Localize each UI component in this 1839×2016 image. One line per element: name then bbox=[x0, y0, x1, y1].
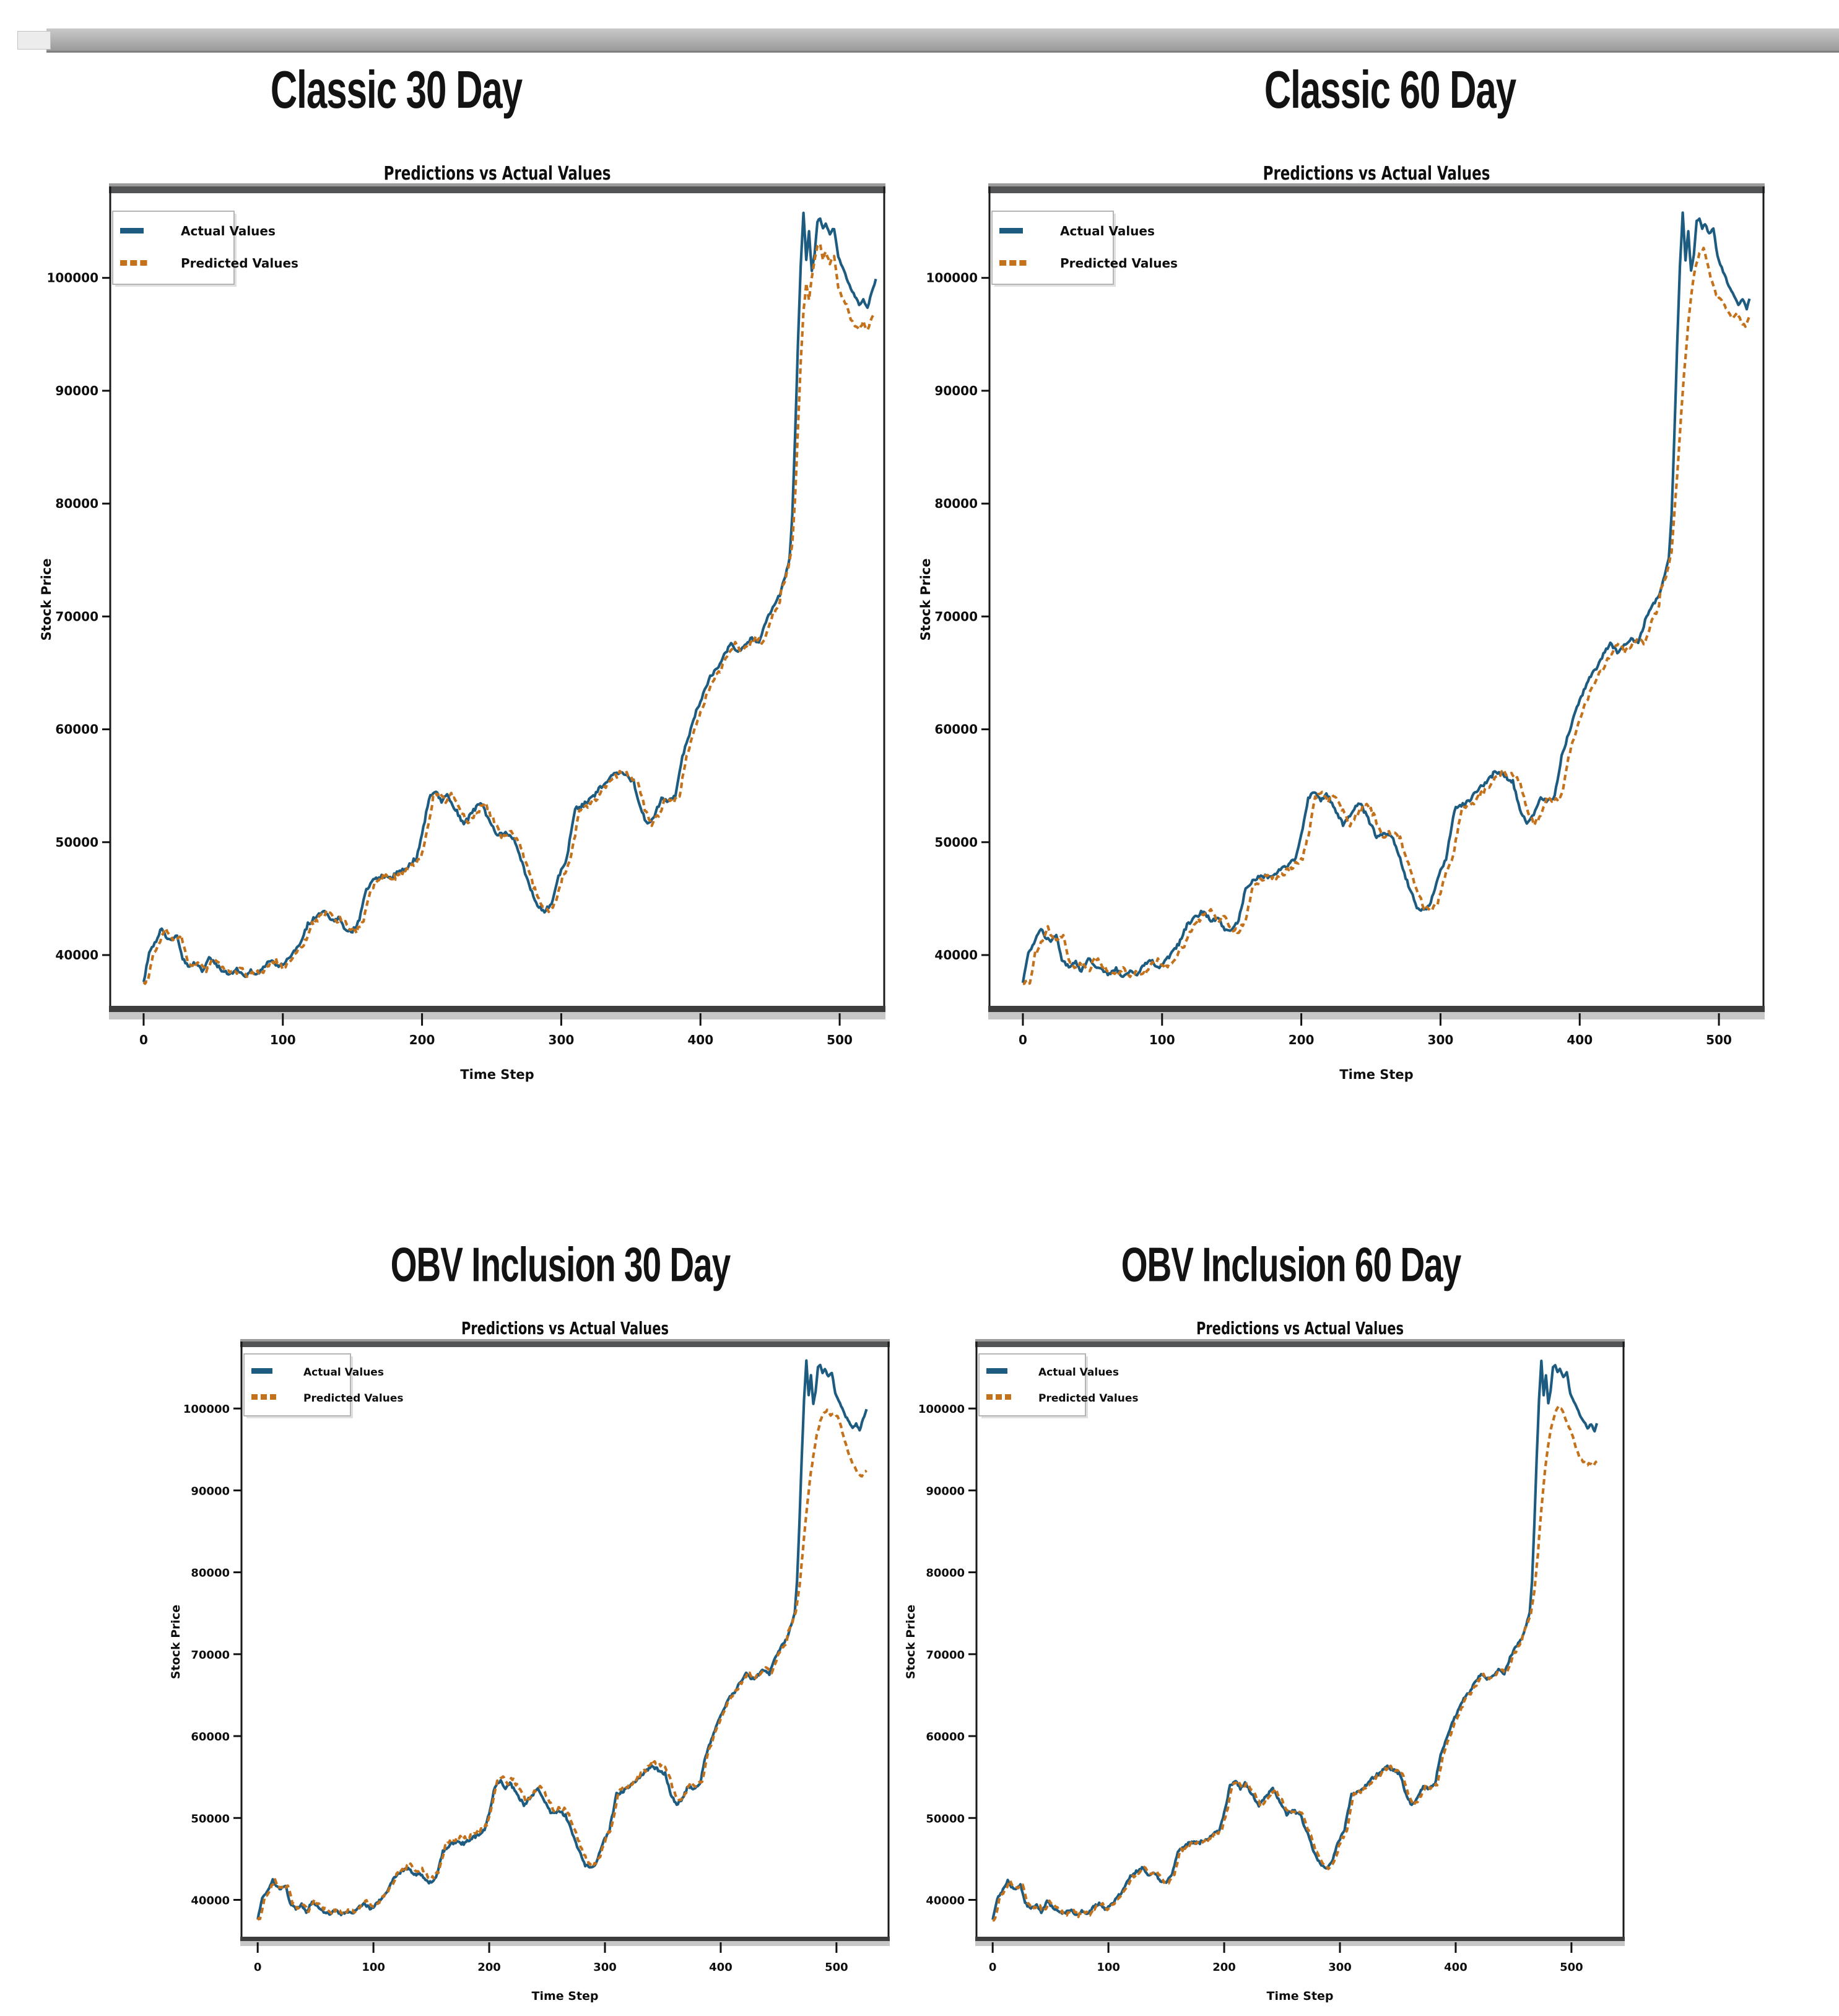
svg-text:500: 500 bbox=[827, 1032, 853, 1047]
y-axis-label: Stock Price bbox=[904, 1605, 918, 1679]
y-axis-label: Stock Price bbox=[169, 1605, 183, 1679]
svg-text:40000: 40000 bbox=[191, 1895, 230, 1908]
svg-text:0: 0 bbox=[989, 1961, 997, 1974]
svg-text:300: 300 bbox=[1328, 1961, 1352, 1974]
legend: Actual Values Predicted Values bbox=[112, 211, 298, 287]
svg-text:80000: 80000 bbox=[55, 496, 98, 511]
x-axis-label: Time Step bbox=[460, 1067, 534, 1082]
svg-text:0: 0 bbox=[254, 1961, 262, 1974]
axes: 40000 50000 60000 70000 80000 90000 100000 0 100… bbox=[183, 1339, 890, 1974]
legend-label-actual: Actual Values bbox=[181, 224, 276, 238]
svg-text:80000: 80000 bbox=[934, 496, 978, 511]
svg-text:50000: 50000 bbox=[926, 1812, 965, 1825]
svg-text:100000: 100000 bbox=[926, 271, 978, 286]
figure-obv-inclusion-30-day: Predictions vs Actual Values 40000 50000 60… bbox=[169, 1318, 890, 2003]
legend: Actual Values Predicted Values bbox=[991, 211, 1178, 287]
x-axis-label: Time Step bbox=[531, 1989, 598, 2003]
horizontal-scrollbar[interactable] bbox=[46, 28, 1839, 53]
svg-text:50000: 50000 bbox=[55, 835, 98, 850]
legend-label-actual: Actual Values bbox=[1038, 1366, 1119, 1379]
svg-text:90000: 90000 bbox=[191, 1485, 230, 1498]
chart-title-classic-30: Classic 30 Day bbox=[270, 60, 523, 120]
figure-obv-inclusion-60-day: Predictions vs Actual Values 40000 50000 60… bbox=[904, 1318, 1625, 2003]
svg-text:200: 200 bbox=[409, 1032, 435, 1047]
svg-text:200: 200 bbox=[1289, 1032, 1315, 1047]
svg-text:500: 500 bbox=[1560, 1961, 1583, 1974]
svg-text:100: 100 bbox=[1097, 1961, 1120, 1974]
actual-values-line bbox=[1021, 211, 1751, 984]
figure-subtitle: Predictions vs Actual Values bbox=[384, 163, 611, 185]
svg-text:300: 300 bbox=[1428, 1032, 1454, 1047]
svg-text:40000: 40000 bbox=[55, 948, 98, 962]
svg-text:80000: 80000 bbox=[191, 1567, 230, 1580]
chart-title-obv-60: OBV Inclusion 60 Day bbox=[1121, 1237, 1462, 1292]
svg-text:40000: 40000 bbox=[934, 948, 978, 962]
chart-title-classic-60: Classic 60 Day bbox=[1264, 60, 1516, 120]
y-axis-label: Stock Price bbox=[918, 559, 933, 641]
chart-title-obv-30: OBV Inclusion 30 Day bbox=[390, 1237, 731, 1292]
predicted-values-line bbox=[142, 242, 877, 985]
svg-text:90000: 90000 bbox=[926, 1485, 965, 1498]
svg-text:400: 400 bbox=[709, 1961, 733, 1974]
svg-text:70000: 70000 bbox=[926, 1649, 965, 1662]
svg-text:100: 100 bbox=[362, 1961, 385, 1974]
svg-text:0: 0 bbox=[139, 1032, 148, 1047]
x-axis-label: Time Step bbox=[1266, 1989, 1333, 2003]
svg-text:100000: 100000 bbox=[183, 1403, 230, 1416]
y-axis-label: Stock Price bbox=[39, 559, 54, 641]
svg-text:40000: 40000 bbox=[926, 1895, 965, 1908]
legend: Actual Values Predicted Values bbox=[243, 1353, 403, 1418]
legend-label-predicted: Predicted Values bbox=[181, 256, 298, 271]
svg-text:60000: 60000 bbox=[934, 722, 978, 737]
scrollbar-left-button[interactable] bbox=[17, 31, 51, 50]
predicted-values-line bbox=[1022, 247, 1751, 985]
svg-text:70000: 70000 bbox=[55, 609, 98, 624]
svg-text:400: 400 bbox=[1444, 1961, 1467, 1974]
legend-label-actual: Actual Values bbox=[303, 1366, 384, 1379]
svg-text:100: 100 bbox=[270, 1032, 296, 1047]
figure-subtitle: Predictions vs Actual Values bbox=[1263, 163, 1490, 185]
figure-classic-60-day: Predictions vs Actual Values 40000 50000 60… bbox=[918, 163, 1765, 1082]
svg-text:500: 500 bbox=[1706, 1032, 1732, 1047]
svg-text:70000: 70000 bbox=[934, 609, 978, 624]
axes: 40000 50000 60000 70000 80000 90000 100000 0 100… bbox=[918, 1339, 1625, 1974]
svg-text:200: 200 bbox=[1212, 1961, 1236, 1974]
svg-text:200: 200 bbox=[477, 1961, 501, 1974]
legend-label-actual: Actual Values bbox=[1060, 224, 1155, 238]
legend-label-predicted: Predicted Values bbox=[1060, 256, 1178, 271]
x-axis-label: Time Step bbox=[1339, 1067, 1413, 1082]
predicted-values-line bbox=[992, 1405, 1598, 1922]
figure-classic-30-day: Predictions vs Actual Values 40000 50000 60… bbox=[39, 163, 886, 1082]
svg-text:100000: 100000 bbox=[47, 271, 99, 286]
axes: 40000 50000 60000 70000 80000 90000 100000 0 100… bbox=[47, 183, 885, 1047]
svg-text:100: 100 bbox=[1149, 1032, 1175, 1047]
svg-text:300: 300 bbox=[593, 1961, 617, 1974]
svg-text:80000: 80000 bbox=[926, 1567, 965, 1580]
svg-text:400: 400 bbox=[687, 1032, 713, 1047]
svg-text:0: 0 bbox=[1019, 1032, 1027, 1047]
svg-text:50000: 50000 bbox=[934, 835, 978, 850]
svg-text:90000: 90000 bbox=[934, 383, 978, 398]
legend: Actual Values Predicted Values bbox=[978, 1353, 1138, 1418]
svg-text:90000: 90000 bbox=[55, 383, 98, 398]
svg-text:60000: 60000 bbox=[191, 1730, 230, 1743]
svg-text:50000: 50000 bbox=[191, 1812, 230, 1825]
svg-text:70000: 70000 bbox=[191, 1649, 230, 1662]
svg-text:60000: 60000 bbox=[926, 1730, 965, 1743]
legend-label-predicted: Predicted Values bbox=[1038, 1392, 1138, 1405]
svg-text:300: 300 bbox=[549, 1032, 575, 1047]
svg-text:100000: 100000 bbox=[918, 1403, 965, 1416]
svg-text:500: 500 bbox=[825, 1961, 848, 1974]
axes: 40000 50000 60000 70000 80000 90000 100000 0 100… bbox=[926, 183, 1765, 1047]
legend-label-predicted: Predicted Values bbox=[303, 1392, 403, 1405]
figure-subtitle: Predictions vs Actual Values bbox=[461, 1318, 669, 1338]
svg-text:60000: 60000 bbox=[55, 722, 98, 737]
svg-text:400: 400 bbox=[1567, 1032, 1593, 1047]
figure-subtitle: Predictions vs Actual Values bbox=[1196, 1318, 1404, 1338]
predicted-values-line bbox=[256, 1408, 867, 1921]
